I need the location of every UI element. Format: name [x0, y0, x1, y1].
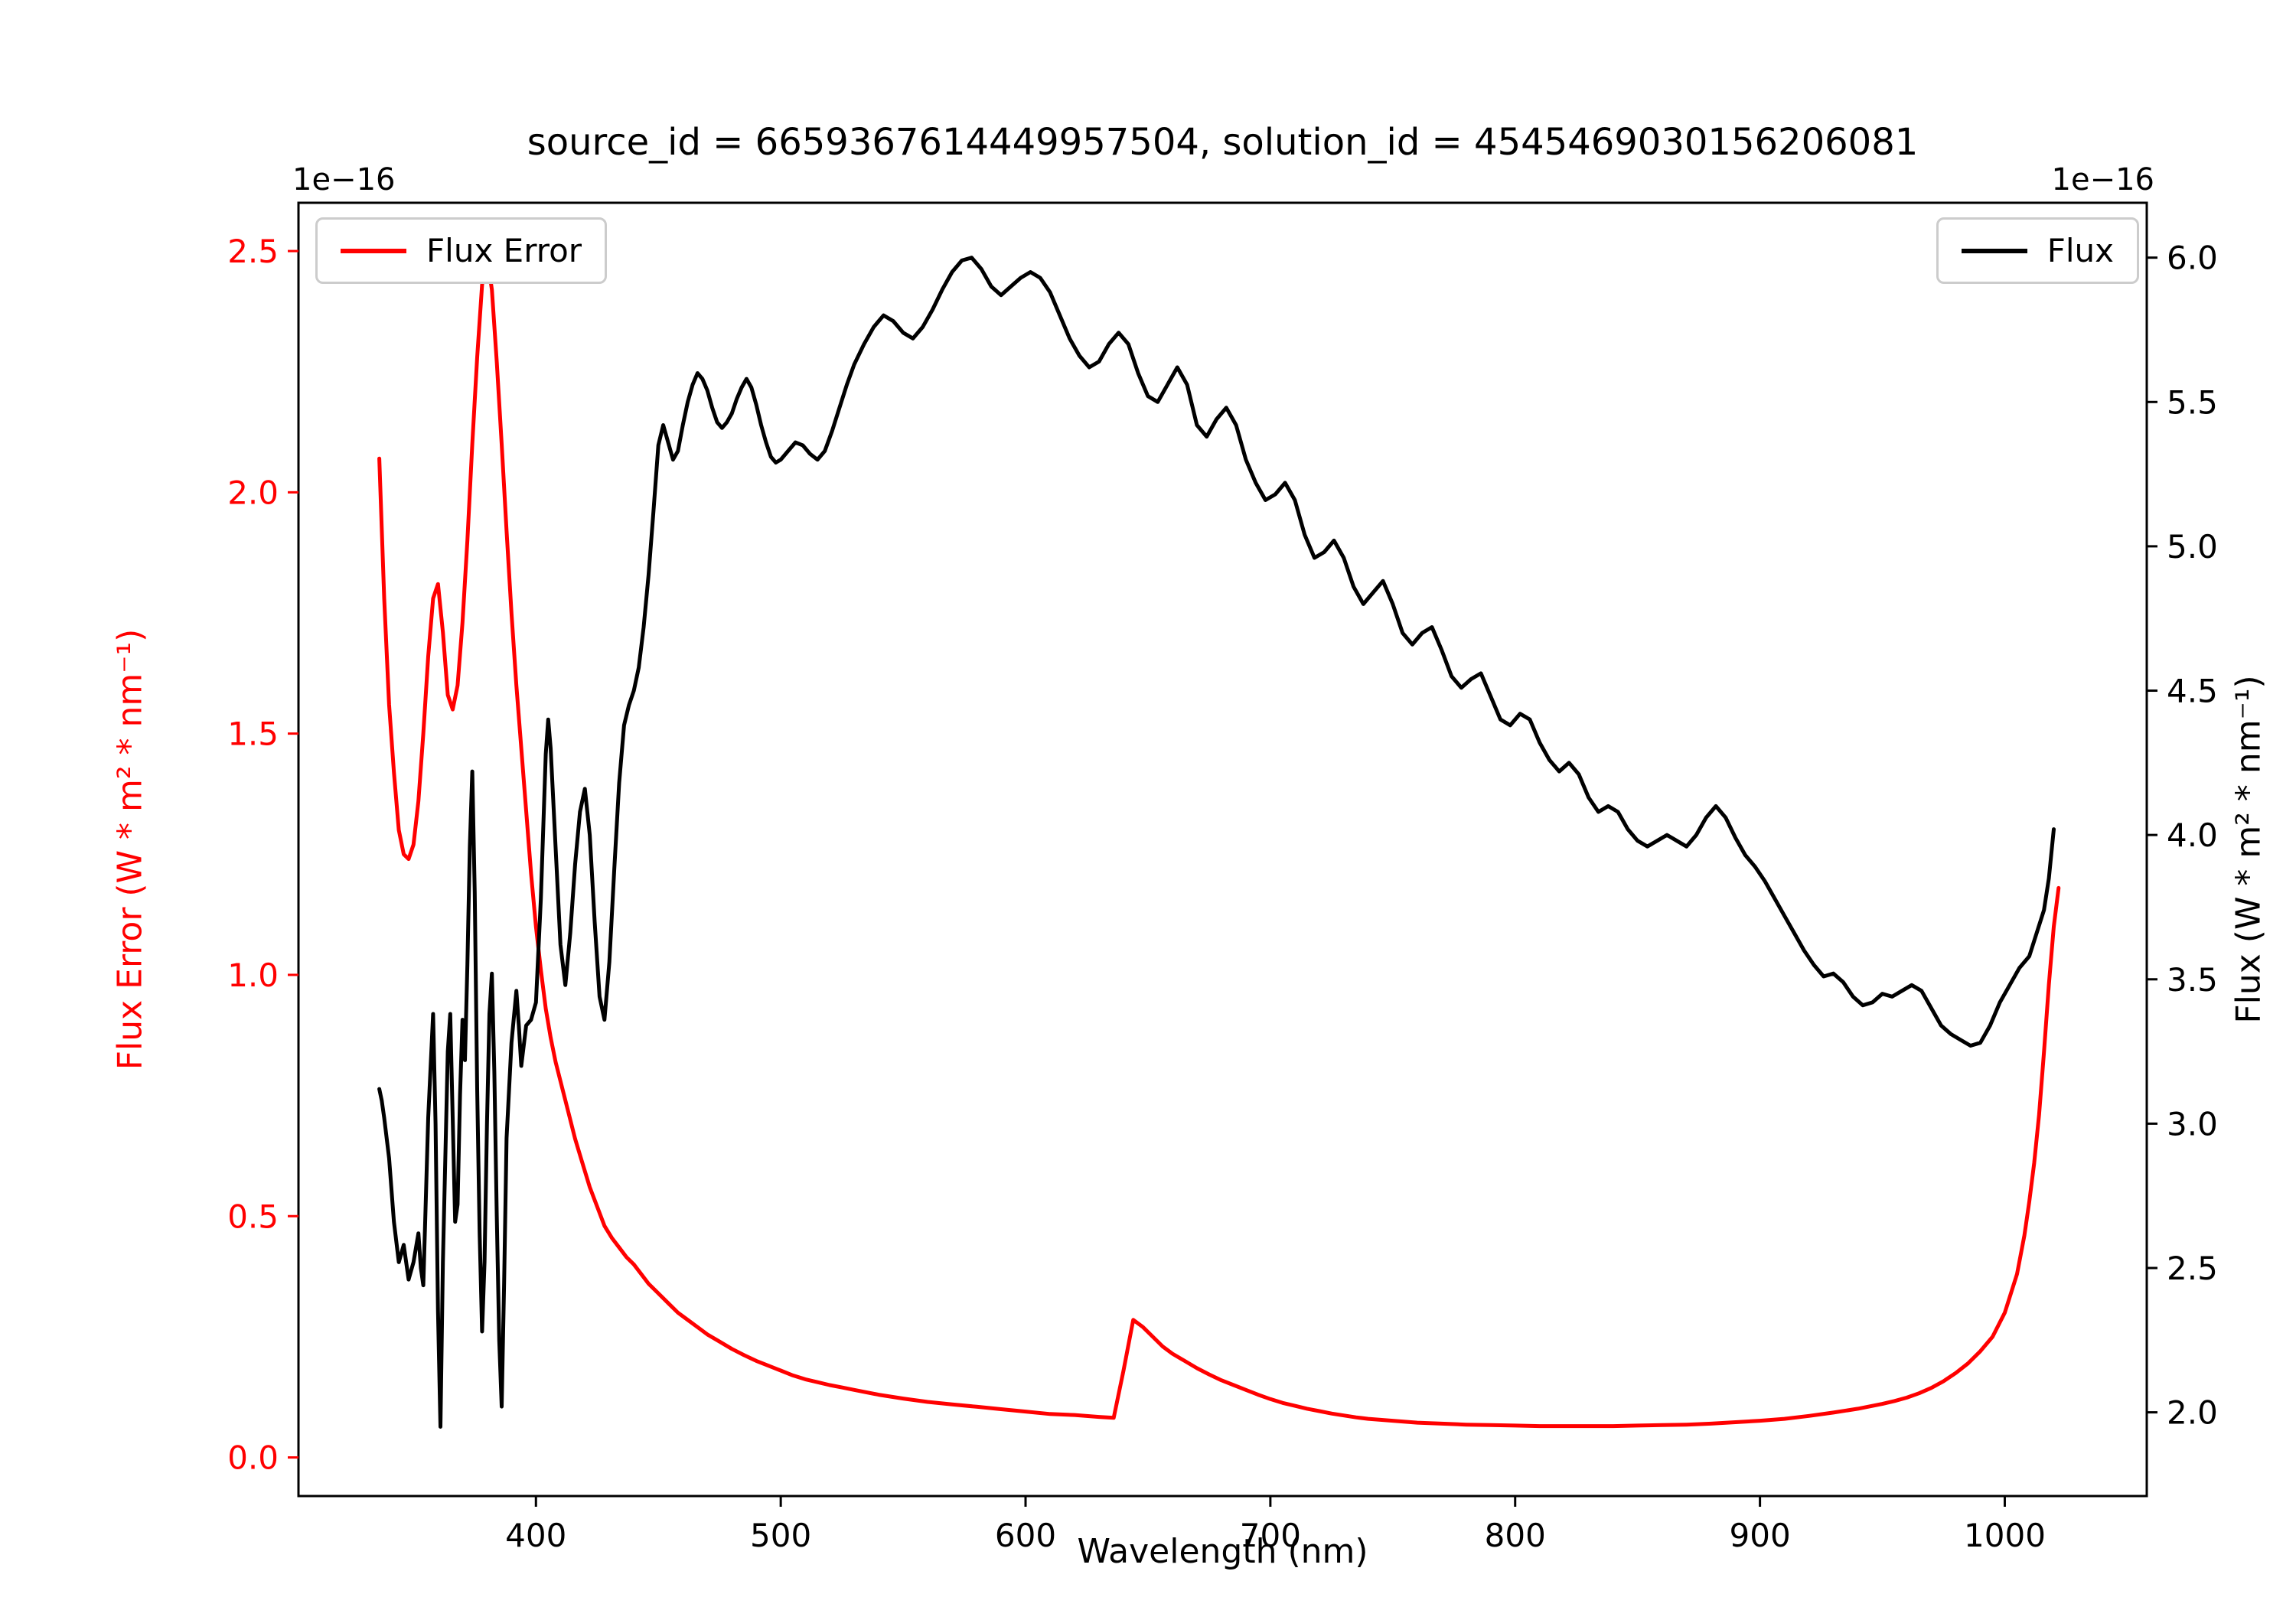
legend-flux: Flux	[1936, 217, 2139, 284]
x-tick-label: 800	[1485, 1517, 1546, 1554]
x-tick-label: 900	[1730, 1517, 1791, 1554]
axes-frame	[297, 201, 2148, 1498]
left-tick-label: 0.5	[227, 1198, 279, 1235]
right-axis-offset-text: 1e−16	[2051, 162, 2154, 197]
x-axis-label: Wavelength (nm)	[1077, 1532, 1368, 1571]
legend-flux-label: Flux	[2047, 232, 2114, 269]
legend-flux-error: Flux Error	[315, 217, 608, 284]
legend-flux-error-label: Flux Error	[426, 232, 582, 269]
right-tick-label: 3.0	[2167, 1105, 2218, 1143]
left-tick-label: 2.5	[227, 233, 279, 270]
left-axis-offset-text: 1e−16	[292, 162, 396, 197]
left-tick-label: 2.0	[227, 474, 279, 511]
right-tick-label: 3.5	[2167, 961, 2218, 999]
flux-line	[377, 256, 2056, 1429]
right-tick-label: 4.5	[2167, 673, 2218, 710]
left-axis-label: Flux Error (W * m² * nm⁻¹)	[110, 628, 150, 1071]
right-tick-label: 6.0	[2167, 240, 2218, 277]
right-tick-label: 5.5	[2167, 383, 2218, 421]
right-tick-label: 4.0	[2167, 817, 2218, 854]
x-tick-label: 600	[995, 1517, 1056, 1554]
chart-title: source_id = 6659367614449957504, solutio…	[527, 121, 1919, 164]
x-tick-label: 500	[750, 1517, 811, 1554]
x-tick-label: 400	[505, 1517, 566, 1554]
right-axis-label: Flux (W * m² * nm⁻¹)	[2229, 675, 2268, 1024]
x-tick-label: 700	[1240, 1517, 1301, 1554]
legend-flux-error-sample	[341, 248, 406, 253]
right-tick-label: 2.5	[2167, 1250, 2218, 1287]
legend-flux-sample	[1961, 248, 2027, 253]
left-tick-label: 1.0	[227, 957, 279, 994]
x-tick-label: 1000	[1964, 1517, 2046, 1554]
flux-error-line	[377, 253, 2061, 1429]
left-tick-label: 1.5	[227, 715, 279, 753]
right-tick-label: 5.0	[2167, 528, 2218, 566]
left-tick-label: 0.0	[227, 1439, 279, 1477]
right-tick-label: 2.0	[2167, 1394, 2218, 1432]
